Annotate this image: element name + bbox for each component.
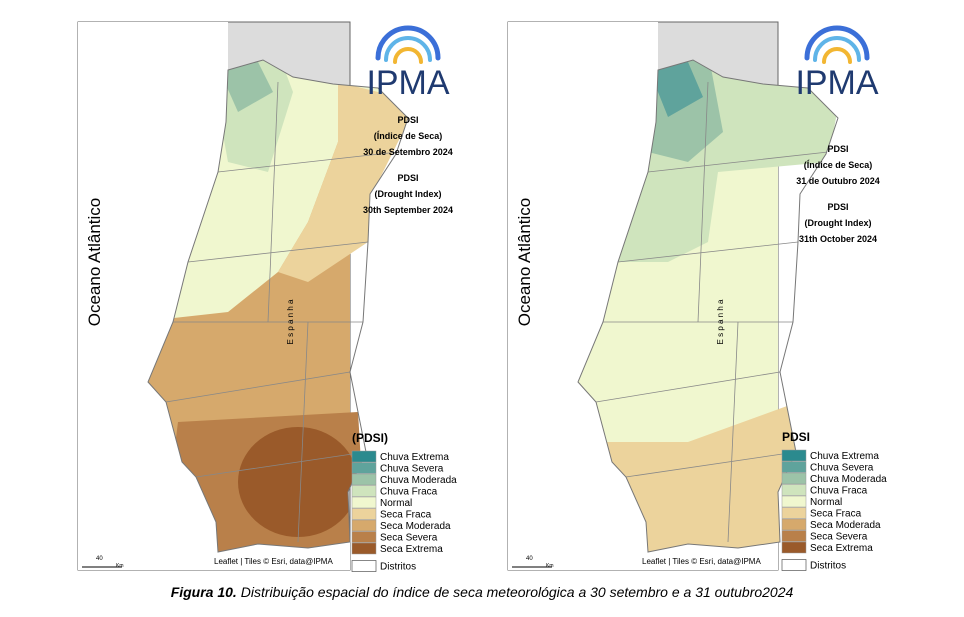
ocean-label: Oceano Atlântico	[85, 198, 104, 327]
legend-swatch	[351, 450, 377, 463]
legend-swatch	[351, 473, 377, 486]
legend-label: Seca Fraca	[810, 509, 862, 520]
legend-label: Chuva Fraca	[810, 486, 868, 497]
attribution: Leaflet | Tiles © Esri, data@IPMA	[642, 557, 761, 566]
legend-label: Seca Extrema	[810, 543, 873, 554]
scale-value: 40	[96, 556, 103, 562]
scale-value: 40	[526, 556, 533, 562]
logo-text: IPMA	[795, 64, 878, 102]
attribution: Leaflet | Tiles © Esri, data@IPMA	[214, 557, 333, 566]
legend-swatch	[351, 496, 377, 509]
info-text: (Drought Index)	[375, 189, 442, 199]
legend-label: Normal	[810, 497, 842, 508]
legend-label: Distritos	[380, 562, 416, 573]
generated: PDSI (Índice de Seca) 30 de Setembro 2024 P…	[351, 115, 887, 573]
info-text: 30th September 2024	[363, 205, 453, 215]
legend-label: Seca Moderada	[810, 520, 881, 531]
legend-label: Seca Severa	[380, 533, 438, 544]
info-text: (Drought Index)	[805, 218, 872, 228]
country-label: E s p a n h a	[286, 299, 295, 344]
ocean-label: Oceano Atlântico	[515, 198, 534, 327]
scale-unit: Km	[116, 563, 124, 569]
legend-label: Seca Fraca	[380, 510, 432, 521]
legend-swatch	[351, 531, 377, 543]
country-label: E s p a n h a	[716, 299, 725, 344]
caption-text: Distribuição espacial do índice de seca …	[237, 584, 794, 600]
legend-swatch	[351, 508, 377, 520]
legend-label: Seca Moderada	[380, 521, 451, 532]
caption-label: Figura 10.	[171, 584, 237, 600]
legend-swatch	[351, 560, 377, 572]
legend-swatch	[781, 559, 807, 571]
legend-swatch	[351, 485, 377, 497]
info-text: 30 de Setembro 2024	[363, 147, 453, 157]
legend-label: Chuva Moderada	[810, 474, 887, 485]
caption: Figura 10. Distribuição espacial do índi…	[171, 584, 794, 600]
info-text: PDSI	[397, 115, 418, 125]
legend-label: Seca Severa	[810, 532, 868, 543]
legend-label: Chuva Severa	[810, 463, 874, 474]
legend-label: Seca Extrema	[380, 544, 443, 555]
legend-label: Chuva Extrema	[810, 451, 879, 462]
legend-label: Distritos	[810, 561, 846, 572]
legend-swatch	[781, 472, 807, 485]
legend-label: Chuva Extrema	[380, 452, 449, 463]
info-text: 31th October 2024	[799, 234, 877, 244]
legend-swatch	[781, 518, 807, 531]
info-text: PDSI	[827, 202, 848, 212]
legend-swatch	[351, 462, 377, 474]
logo-text: IPMA	[366, 64, 449, 102]
logo-icon	[375, 25, 870, 64]
legend-swatch	[781, 449, 807, 462]
info-text: 31 de Outubro 2024	[796, 176, 880, 186]
legend-swatch	[351, 519, 377, 532]
legend-title: (PDSI)	[352, 431, 388, 445]
legend-label: Normal	[380, 498, 412, 509]
legend-label: Chuva Severa	[380, 464, 444, 475]
map-right: Oceano Atlântico E s p a n h a Leaflet |…	[507, 21, 839, 571]
legend-title: PDSI	[782, 430, 810, 444]
legend-swatch	[781, 530, 807, 542]
info-text: (Índice de Seca)	[374, 131, 443, 141]
map-left: Oceano Atlântico E s p a n h a Leaflet |…	[77, 21, 409, 571]
info-text: PDSI	[827, 144, 848, 154]
legend-label: Chuva Fraca	[380, 487, 438, 498]
legend-label: Chuva Moderada	[380, 475, 457, 486]
legend-swatch	[781, 507, 807, 519]
info-text: PDSI	[397, 173, 418, 183]
legend-swatch	[781, 541, 807, 554]
legend-swatch	[781, 484, 807, 496]
legend-swatch	[351, 542, 377, 555]
info-text: (Índice de Seca)	[804, 160, 873, 170]
legend-swatch	[781, 495, 807, 508]
scale-unit: Km	[546, 563, 554, 569]
legend-swatch	[781, 461, 807, 473]
